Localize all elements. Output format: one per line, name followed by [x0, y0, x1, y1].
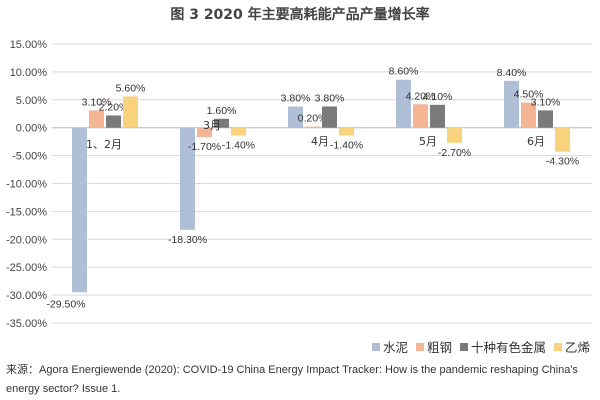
- bar: [231, 127, 246, 136]
- legend-item: 水泥: [372, 337, 408, 356]
- y-tick-label: -10.00%: [6, 179, 47, 191]
- y-tick-label: -5.00%: [12, 151, 47, 163]
- data-label: 3.10%: [531, 96, 561, 108]
- bar: [521, 102, 536, 128]
- y-tick-label: -30.00%: [6, 290, 47, 302]
- bar: [538, 110, 553, 128]
- bar: [447, 127, 462, 143]
- y-tick-label: -15.00%: [6, 206, 47, 218]
- data-label: 4.50%: [514, 89, 544, 101]
- bar: [72, 127, 87, 293]
- data-label: 0.20%: [298, 113, 328, 125]
- data-label: 1.60%: [207, 105, 237, 117]
- data-label: 8.60%: [389, 66, 419, 78]
- legend-label: 乙烯: [565, 340, 591, 355]
- y-tick-label: 0.00%: [16, 123, 47, 135]
- x-category-label: 4月: [311, 135, 329, 148]
- data-label: -29.50%: [46, 298, 85, 310]
- data-label: 3.80%: [315, 92, 345, 104]
- data-label: 8.40%: [497, 67, 527, 79]
- legend-label: 十种有色金属: [471, 340, 547, 355]
- data-label: 4.20%: [406, 90, 436, 102]
- data-label: -1.40%: [330, 140, 363, 152]
- data-label: 2.20%: [99, 101, 129, 113]
- bar: [214, 118, 229, 128]
- data-label: 3.10%: [82, 96, 112, 108]
- x-category-label: 3月: [203, 119, 221, 132]
- legend-item: 粗钢: [416, 337, 452, 356]
- y-tick-label: -25.00%: [6, 262, 47, 274]
- data-label: -2.70%: [438, 147, 471, 159]
- bar: [555, 127, 570, 152]
- x-category-label: 1、2月: [86, 138, 122, 151]
- bar: [430, 104, 445, 128]
- bar: [413, 104, 428, 128]
- x-category-label: 5月: [419, 135, 437, 148]
- chart-title: 图 3 2020 年主要高耗能产品产量增长率: [170, 7, 430, 23]
- legend-label: 水泥: [383, 340, 409, 355]
- data-label: 4.10%: [423, 91, 453, 103]
- data-label: 5.60%: [116, 82, 146, 94]
- legend-swatch: [416, 342, 425, 351]
- legend-swatch: [372, 342, 380, 351]
- bar: [396, 79, 411, 128]
- legend-item: 十种有色金属: [460, 337, 546, 356]
- bar: [322, 106, 337, 128]
- bar: [504, 80, 519, 128]
- chart-legend: 水泥 粗钢 十种有色金属 乙烯: [372, 337, 590, 356]
- bar: [106, 115, 121, 128]
- data-label: -1.70%: [188, 141, 221, 153]
- data-label: -4.30%: [546, 156, 579, 168]
- data-label: -18.30%: [168, 234, 207, 246]
- legend-swatch: [554, 342, 563, 351]
- data-label: 3.80%: [281, 92, 311, 104]
- legend-label: 粗钢: [427, 340, 453, 355]
- bar: [89, 110, 104, 128]
- y-tick-label: -20.00%: [6, 234, 47, 246]
- y-tick-label: 5.00%: [16, 95, 47, 107]
- source-note: 来源：Agora Energiewende (2020): COVID-19 C…: [6, 364, 578, 395]
- legend-item: 乙烯: [554, 337, 590, 356]
- data-label: -1.40%: [222, 140, 255, 152]
- bar: [197, 127, 212, 138]
- y-tick-label: 15.00%: [10, 39, 48, 51]
- x-category-label: 6月: [527, 135, 545, 148]
- bar: [305, 126, 320, 128]
- bar: [123, 96, 138, 128]
- bar: [180, 127, 195, 230]
- bar: [288, 106, 303, 128]
- y-tick-label: 10.00%: [10, 67, 48, 79]
- y-tick-label: -35.00%: [6, 318, 47, 330]
- bar: [339, 127, 354, 136]
- legend-swatch: [460, 342, 469, 351]
